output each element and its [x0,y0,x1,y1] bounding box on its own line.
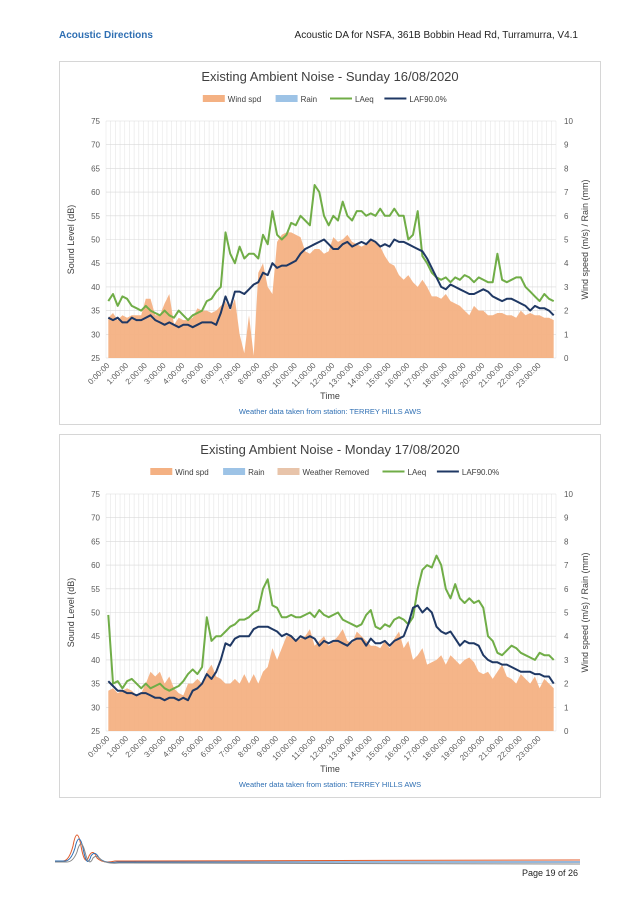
y-tick-label: 35 [91,680,100,689]
y-tick-label: 70 [91,514,100,523]
series-line-laf90 [107,238,555,329]
y2-tick-label: 0 [564,354,569,363]
legend-label: Rain [248,468,264,477]
y-tick-label: 65 [91,537,100,546]
legend-label: LAF90.0% [409,95,446,104]
y2-tick-label: 3 [564,656,569,665]
chart-monday: Existing Ambient Noise - Monday 17/08/20… [59,434,601,798]
y-tick-label: 75 [91,117,100,126]
document-title: Acoustic DA for NSFA, 361B Bobbin Head R… [294,30,578,41]
y2-tick-label: 1 [564,330,569,339]
y2-tick-label: 6 [564,585,569,594]
legend-label: Weather Removed [303,468,370,477]
legend-swatch [275,95,298,102]
y-tick-label: 55 [91,585,100,594]
y2-axis-label: Wind speed (m/s) / Rain (mm) [580,552,590,672]
legend-swatch [277,468,300,475]
y-tick-label: 60 [91,188,100,197]
company-name: Acoustic Directions [59,30,153,41]
series-line-laeq [107,554,555,692]
legend-label: LAeq [408,468,427,477]
legend-swatch [223,468,246,475]
series-line-laeq [107,184,555,322]
y2-tick-label: 5 [564,609,569,618]
waveform-logo [55,826,581,881]
weather-note: Weather data taken from station: TERREY … [239,407,421,416]
y-axis-label: Sound Level (dB) [66,205,76,275]
y2-tick-label: 7 [564,188,569,197]
y2-tick-label: 9 [564,514,569,523]
legend-label: Rain [301,95,317,104]
y2-tick-label: 8 [564,164,569,173]
x-axis-label: Time [320,391,340,401]
y2-tick-label: 3 [564,283,569,292]
legend-swatch [150,468,173,475]
y-tick-label: 25 [91,727,100,736]
y2-tick-label: 10 [564,117,573,126]
chart-svg: Existing Ambient Noise - Sunday 16/08/20… [66,69,590,416]
legend-label: Wind spd [228,95,261,104]
y-tick-label: 50 [91,609,100,618]
y2-tick-label: 2 [564,680,569,689]
y-tick-label: 55 [91,212,100,221]
y2-tick-label: 5 [564,236,569,245]
y2-axis-label: Wind speed (m/s) / Rain (mm) [580,179,590,299]
y-tick-label: 45 [91,632,100,641]
legend-swatch [202,95,225,102]
y-tick-label: 25 [91,354,100,363]
series-line-laf90 [107,604,555,702]
y-tick-label: 60 [91,561,100,570]
legend-label: LAF90.0% [462,468,499,477]
series-area-wind [108,629,554,731]
series-area-wind [108,232,554,358]
weather-note: Weather data taken from station: TERREY … [239,780,421,789]
chart-sunday: Existing Ambient Noise - Sunday 16/08/20… [59,61,601,425]
y2-tick-label: 10 [564,490,573,499]
y2-tick-label: 1 [564,703,569,712]
y-tick-label: 40 [91,283,100,292]
y2-tick-label: 8 [564,537,569,546]
chart-title: Existing Ambient Noise - Monday 17/08/20… [200,442,459,457]
y2-tick-label: 2 [564,307,569,316]
y-tick-label: 75 [91,490,100,499]
y-tick-label: 70 [91,141,100,150]
x-axis-label: Time [320,764,340,774]
y2-tick-label: 4 [564,259,569,268]
y-tick-label: 40 [91,656,100,665]
y-tick-label: 65 [91,164,100,173]
page-number: Page 19 of 26 [521,868,578,878]
legend-label: LAeq [355,95,374,104]
y2-tick-label: 7 [564,561,569,570]
y-tick-label: 50 [91,236,100,245]
y2-tick-label: 0 [564,727,569,736]
chart-title: Existing Ambient Noise - Sunday 16/08/20… [201,69,458,84]
legend-label: Wind spd [175,468,208,477]
y2-tick-label: 4 [564,632,569,641]
y2-tick-label: 6 [564,212,569,221]
y-tick-label: 45 [91,259,100,268]
y-tick-label: 30 [91,703,100,712]
y-tick-label: 30 [91,330,100,339]
chart-svg: Existing Ambient Noise - Monday 17/08/20… [66,442,590,789]
y-axis-label: Sound Level (dB) [66,578,76,648]
y2-tick-label: 9 [564,141,569,150]
y-tick-label: 35 [91,307,100,316]
